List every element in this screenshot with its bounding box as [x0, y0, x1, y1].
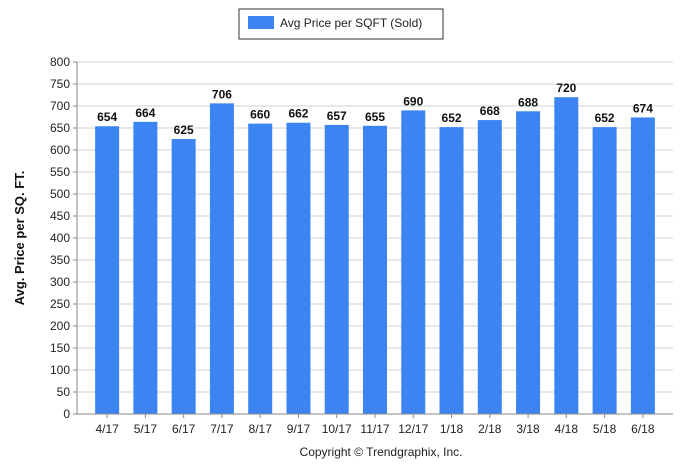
- x-tick-label: 1/18: [440, 422, 464, 436]
- data-label: 674: [633, 101, 653, 115]
- bar: [363, 125, 387, 415]
- x-axis-ticks: 4/17 5/17 6/17 7/17 8/17 9/17 10/17 11/17 12/17 1…: [95, 414, 655, 436]
- legend-label: Avg Price per SQFT (Sold): [280, 16, 422, 30]
- bar: [477, 120, 502, 414]
- x-tick-label: 6/18: [631, 422, 655, 436]
- y-tick-label: 50: [57, 385, 71, 399]
- y-tick-label: 350: [50, 253, 70, 267]
- bar: [209, 103, 234, 415]
- y-tick-label: 250: [50, 297, 70, 311]
- y-tick-label: 550: [50, 165, 70, 179]
- data-label: 660: [250, 108, 270, 122]
- y-tick-label: 600: [50, 143, 70, 157]
- x-tick-label: 4/17: [95, 422, 119, 436]
- data-label: 664: [135, 106, 155, 120]
- data-label: 657: [327, 109, 347, 123]
- data-label: 668: [480, 104, 500, 118]
- data-label: 688: [518, 95, 538, 109]
- x-tick-label: 12/17: [398, 422, 428, 436]
- data-label: 654: [97, 110, 117, 124]
- y-tick-label: 100: [50, 363, 70, 377]
- data-label: 625: [174, 123, 194, 137]
- bar: [516, 111, 541, 414]
- x-tick-label: 4/18: [555, 422, 579, 436]
- y-tick-label: 750: [50, 77, 70, 91]
- x-tick-label: 7/17: [210, 422, 234, 436]
- data-label: 655: [365, 110, 385, 124]
- bar: [554, 97, 579, 414]
- bar: [630, 117, 655, 414]
- bar: [171, 139, 196, 414]
- data-label: 690: [403, 94, 423, 108]
- y-tick-label: 450: [50, 209, 70, 223]
- x-tick-label: 9/17: [287, 422, 311, 436]
- bar: [401, 110, 426, 415]
- bars: 654 664 625 706 660 662 657 655 690 652 668 688 720 6…: [95, 81, 655, 415]
- bar: [95, 126, 120, 415]
- y-tick-label: 400: [50, 231, 70, 245]
- bar: [248, 123, 273, 414]
- data-label: 662: [288, 107, 308, 121]
- y-tick-label: 700: [50, 99, 70, 113]
- x-tick-label: 10/17: [322, 422, 352, 436]
- data-label: 720: [556, 81, 576, 95]
- bar: [592, 127, 617, 415]
- y-axis-ticks: 0 50 100 150 200 250 300 350 400 450 500 550 600 650 7…: [50, 55, 77, 421]
- y-tick-label: 800: [50, 55, 70, 69]
- x-tick-label: 11/17: [360, 422, 389, 436]
- y-tick-label: 200: [50, 319, 70, 333]
- y-axis-title: Avg. Price per SQ. FT.: [12, 171, 27, 306]
- data-label: 706: [212, 87, 232, 101]
- y-tick-label: 650: [50, 121, 70, 135]
- y-tick-label: 0: [63, 407, 70, 421]
- axes: [76, 62, 673, 415]
- legend: Avg Price per SQFT (Sold): [238, 8, 444, 40]
- bar: [439, 127, 464, 415]
- x-tick-label: 2/18: [478, 422, 502, 436]
- bar: [133, 121, 158, 414]
- copyright-text: Copyright © Trendgraphix, Inc.: [300, 445, 463, 459]
- data-label: 652: [442, 111, 462, 125]
- bar: [286, 122, 311, 414]
- x-tick-label: 5/18: [593, 422, 617, 436]
- legend-swatch: [248, 16, 274, 29]
- bar: [324, 124, 349, 415]
- x-tick-label: 5/17: [134, 422, 158, 436]
- data-label: 652: [595, 111, 615, 125]
- y-tick-label: 150: [50, 341, 70, 355]
- x-tick-label: 3/18: [516, 422, 540, 436]
- x-tick-label: 8/17: [249, 422, 273, 436]
- y-tick-label: 500: [50, 187, 70, 201]
- x-tick-label: 6/17: [172, 422, 196, 436]
- y-tick-label: 300: [50, 275, 70, 289]
